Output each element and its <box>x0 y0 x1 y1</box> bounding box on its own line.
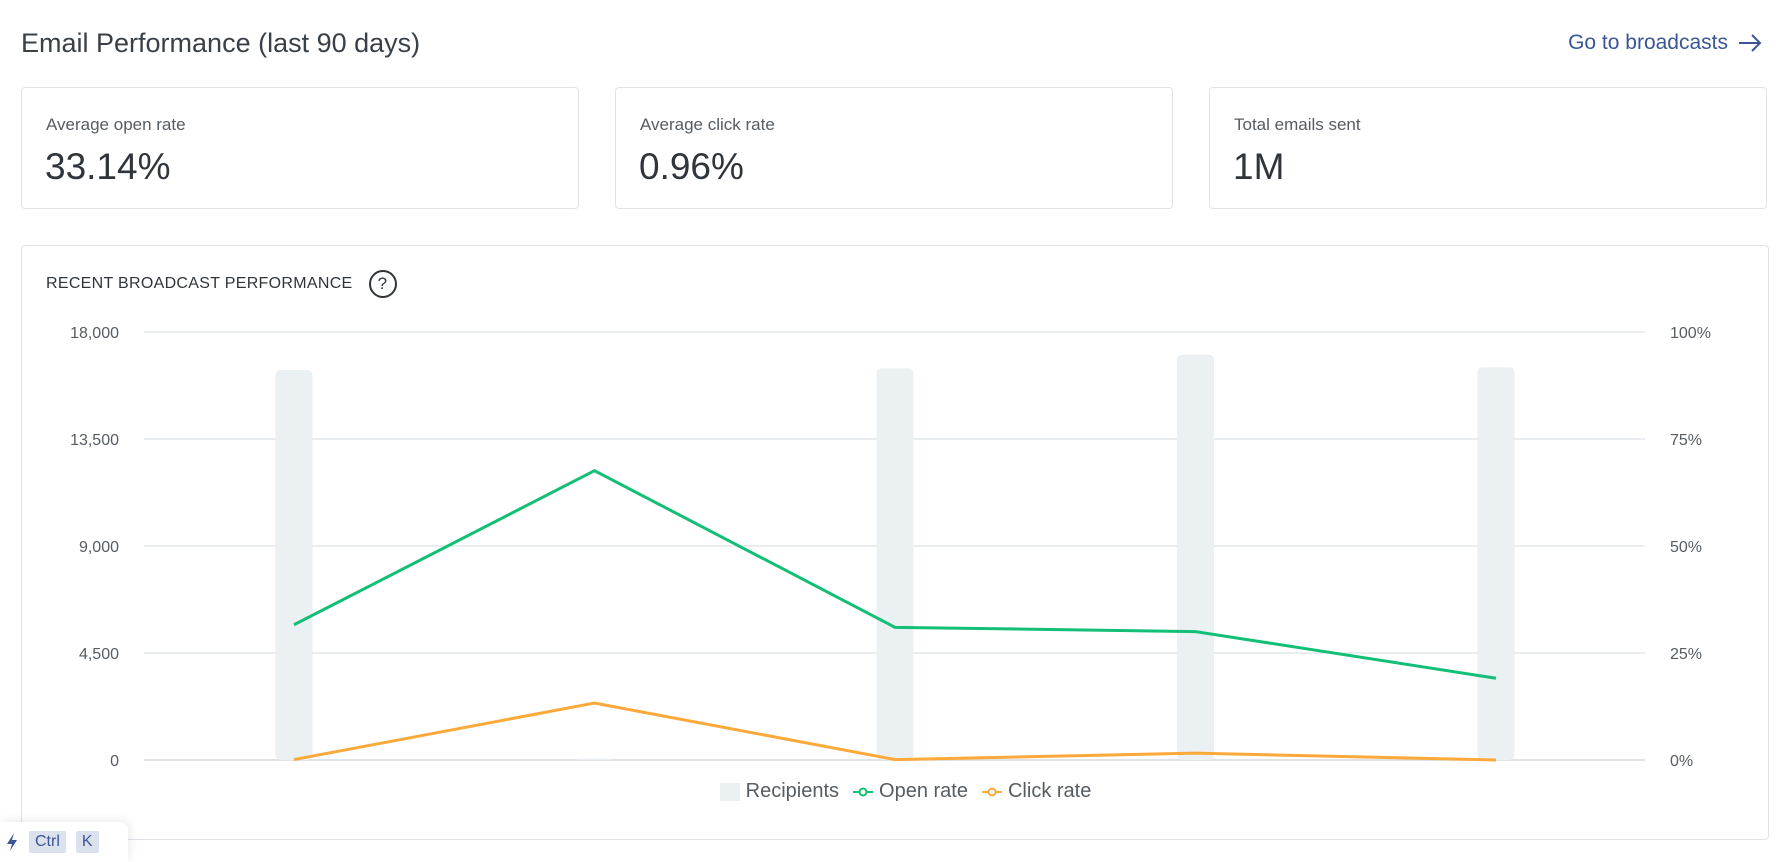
click-rate-line <box>293 701 1497 762</box>
stat-card-click-rate: Average click rate 0.96% <box>615 87 1173 209</box>
stat-label: Average open rate <box>46 115 186 134</box>
legend-line-icon <box>981 787 1002 796</box>
y-left-tick-label: 13,500 <box>70 432 119 449</box>
stat-card-open-rate: Average open rate 33.14% <box>21 87 579 209</box>
legend-label: Recipients <box>745 780 840 802</box>
y-right-tick-label: 50% <box>1670 539 1702 556</box>
stat-card-emails-sent: Total emails sent 1M <box>1209 87 1767 209</box>
y-left-tick-label: 9,000 <box>79 539 119 556</box>
arrow-right-icon <box>1739 34 1762 52</box>
stat-value: 33.14% <box>45 146 171 187</box>
stat-label: Total emails sent <box>1234 115 1361 134</box>
chart-card <box>21 245 1769 840</box>
page-title: Email Performance (last 90 days) <box>21 28 421 58</box>
recipients-bar <box>876 368 914 760</box>
legend-label: Click rate <box>1007 780 1092 802</box>
legend-label: Open rate <box>879 780 968 802</box>
key-k: K <box>75 831 99 853</box>
y-right-tick-label: 100% <box>1670 325 1711 342</box>
legend-recipients[interactable]: Recipients <box>719 780 840 803</box>
y-left-tick-label: 18,000 <box>70 325 119 342</box>
chart-title: RECENT BROADCAST PERFORMANCE <box>46 275 353 292</box>
recipients-bar <box>275 370 313 760</box>
go-to-broadcasts-label: Go to broadcasts <box>1568 31 1728 54</box>
y-right-tick-label: 75% <box>1670 432 1702 449</box>
key-ctrl: Ctrl <box>29 831 66 853</box>
recipients-bar <box>1477 367 1515 760</box>
y-right-tick-label: 0% <box>1670 753 1693 770</box>
y-left-tick-label: 4,500 <box>79 646 119 663</box>
legend-line-icon <box>853 787 874 796</box>
stat-value: 0.96% <box>639 146 744 187</box>
open-rate-line <box>293 468 1497 680</box>
legend-click-rate[interactable]: Click rate <box>981 780 1092 803</box>
command-palette-shortcut[interactable]: Ctrl K <box>0 822 128 862</box>
legend-open-rate[interactable]: Open rate <box>853 780 968 803</box>
chart-legend: Recipients Open rate Click rate <box>0 780 1779 803</box>
go-to-broadcasts-link[interactable]: Go to broadcasts <box>1568 31 1762 55</box>
lightning-icon <box>7 833 17 851</box>
stat-value: 1M <box>1233 146 1285 187</box>
legend-swatch <box>719 782 740 801</box>
recipients-bar <box>576 758 613 760</box>
y-right-tick-label: 25% <box>1670 646 1702 663</box>
stat-label: Average click rate <box>640 115 775 134</box>
help-icon[interactable]: ? <box>368 270 397 298</box>
y-left-tick-label: 0 <box>110 753 119 770</box>
recipients-bar <box>1177 354 1214 760</box>
chart-title-row: RECENT BROADCAST PERFORMANCE ? <box>46 270 397 298</box>
